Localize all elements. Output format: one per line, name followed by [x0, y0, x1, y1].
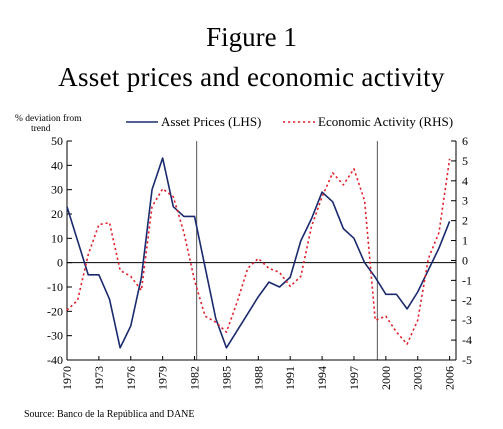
lhs-unit-label: % deviation from trend	[15, 113, 82, 134]
legend-activity-label: Economic Activity (RHS)	[318, 114, 453, 129]
right-tick-label: -3	[462, 313, 472, 327]
x-tick-label: 1973	[92, 366, 106, 390]
x-tick-label: 1979	[156, 366, 170, 390]
x-tick-label: 2000	[379, 366, 393, 390]
right-tick-label: -2	[462, 293, 472, 307]
left-tick-label: -20	[47, 304, 63, 318]
asset-prices-line	[66, 157, 451, 349]
x-tick-label: 1991	[283, 366, 297, 390]
lhs-unit-line-2: trend	[31, 124, 51, 134]
x-tick-label: 1994	[315, 366, 329, 390]
figure-title: Figure 1	[206, 22, 297, 52]
figure-subtitle: Asset prices and economic activity	[58, 62, 445, 92]
left-tick-label: 20	[51, 207, 63, 221]
left-tick-label: -30	[47, 329, 63, 343]
right-tick-label: -5	[462, 353, 472, 367]
right-tick-label: -4	[462, 333, 472, 347]
right-tick-label: 3	[462, 194, 468, 208]
x-tick-label: 1988	[251, 366, 265, 390]
series-layer	[66, 157, 451, 349]
x-tick-label: 1970	[60, 366, 74, 390]
vertical-markers	[196, 141, 378, 360]
left-tick-label: 30	[51, 183, 63, 197]
economic-activity-line	[66, 158, 451, 345]
x-tick-label: 2003	[411, 366, 425, 390]
x-tick-label: 1997	[347, 366, 361, 390]
right-tick-label: 6	[462, 134, 468, 148]
right-tick-label: 4	[462, 174, 468, 188]
x-tick-label: 1976	[124, 366, 138, 390]
left-tick-label: 40	[51, 158, 63, 172]
left-tick-label: -40	[47, 353, 63, 367]
x-tick-label: 2006	[443, 366, 457, 390]
left-tick-label: -10	[47, 280, 63, 294]
x-tick-label: 1985	[219, 366, 233, 390]
right-tick-label: 0	[462, 253, 468, 267]
left-tick-label: 0	[57, 256, 63, 270]
right-tick-label: 5	[462, 154, 468, 168]
legend: Asset Prices (LHS) Economic Activity (RH…	[126, 114, 453, 129]
right-tick-label: 1	[462, 234, 468, 248]
right-tick-label: 2	[462, 214, 468, 228]
lhs-unit-line-1: % deviation from	[15, 113, 82, 124]
right-tick-label: -1	[462, 273, 472, 287]
left-tick-label: 50	[51, 134, 63, 148]
legend-asset-label: Asset Prices (LHS)	[161, 114, 261, 129]
axes: -40-30-20-1001020304050-5-4-3-2-10123456…	[47, 134, 472, 390]
left-tick-label: 10	[51, 231, 63, 245]
x-tick-label: 1982	[188, 366, 202, 390]
source-note: Source: Banco de la República and DANE	[24, 409, 195, 420]
